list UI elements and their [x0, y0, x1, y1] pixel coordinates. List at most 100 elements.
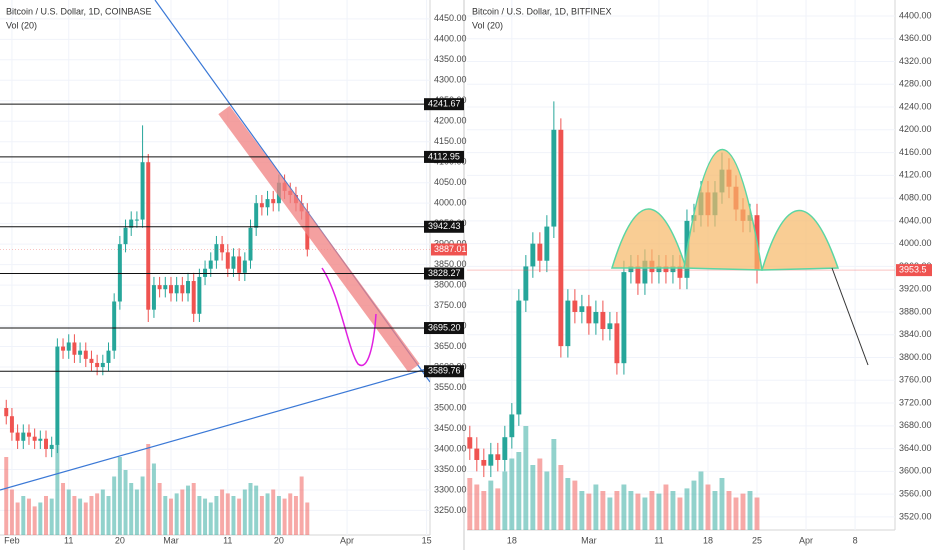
resistance-band — [218, 105, 420, 373]
volume-bar — [579, 491, 585, 530]
candle-body — [180, 285, 185, 294]
volume-bar — [530, 465, 536, 530]
candle-body — [467, 437, 473, 449]
volume-bar — [237, 498, 242, 535]
volume-bar — [15, 502, 20, 535]
y-tick-label: 4120.00 — [899, 170, 932, 180]
volume-bar — [271, 489, 276, 535]
volume-bar — [293, 496, 298, 535]
last-price-label: 3953.5 — [899, 264, 927, 274]
y-tick-label: 3880.00 — [899, 306, 932, 316]
volume-bar — [174, 493, 179, 535]
x-tick-label: 20 — [274, 535, 284, 545]
candle-body — [191, 281, 196, 314]
volume-bar — [225, 493, 230, 535]
x-tick-label: Apr — [340, 535, 354, 545]
chart-title: Bitcoin / U.S. Dollar, 1D, BITFINEX — [472, 6, 612, 16]
candle-body — [26, 432, 31, 437]
volume-bar — [299, 476, 304, 535]
volume-bar — [203, 498, 208, 535]
x-tick-label: 18 — [703, 535, 713, 545]
right-shoulder — [760, 209, 840, 271]
volume-bar — [544, 471, 550, 530]
price-tag-label: 3828.27 — [428, 268, 461, 278]
left-drawings — [0, 0, 430, 491]
volume-bar — [191, 483, 196, 535]
y-tick-label: 3550.00 — [434, 382, 467, 392]
y-tick-label: 3520.00 — [899, 511, 932, 521]
candle-body — [488, 454, 494, 466]
volume-bar — [112, 476, 117, 535]
y-tick-label: 4160.00 — [899, 147, 932, 157]
x-tick-label: 18 — [507, 535, 517, 545]
volume-bar — [146, 444, 151, 535]
candle-body — [66, 342, 71, 351]
candle-body — [600, 311, 606, 330]
head — [683, 149, 763, 271]
price-tag — [424, 322, 464, 335]
volume-bar — [481, 491, 487, 530]
candle-body — [78, 350, 83, 355]
y-tick-label: 4400.00 — [434, 34, 467, 44]
candle-body — [579, 306, 585, 312]
volume-bar — [635, 493, 641, 530]
volume-bar — [551, 439, 557, 530]
candle-body — [248, 227, 253, 261]
volume-bar — [684, 488, 690, 530]
y-tick-label: 3840.00 — [899, 329, 932, 339]
volume-bar — [523, 426, 529, 530]
y-tick-label: 3720.00 — [899, 397, 932, 407]
candle-body — [656, 266, 662, 273]
volume-bar — [129, 483, 134, 535]
candle-body — [231, 256, 236, 269]
volume-bar — [495, 488, 501, 530]
candle-body — [163, 285, 168, 290]
candle-body — [197, 276, 202, 314]
y-tick-label: 4240.00 — [899, 101, 932, 111]
volume-bar — [44, 496, 48, 535]
volume-bar — [220, 489, 225, 535]
volume-bar — [21, 496, 26, 535]
y-tick-label: 4400.00 — [899, 10, 932, 20]
candle-body — [49, 444, 54, 449]
labels: Bitcoin / U.S. Dollar, 1D, COINBASE Vol … — [4, 6, 932, 545]
candle-body — [572, 300, 578, 312]
indicator-label: Vol (20) — [472, 20, 503, 30]
volume-bar — [140, 476, 145, 535]
y-tick-label: 4050.00 — [434, 177, 467, 187]
volume-bar — [593, 484, 599, 530]
candle-body — [551, 129, 557, 227]
volume-bar — [265, 493, 270, 535]
y-tick-label: 4450.00 — [434, 13, 467, 23]
y-tick-label: 3300.00 — [434, 484, 467, 494]
x-tick-label: 11 — [223, 535, 232, 545]
candle-body — [220, 244, 225, 253]
volume-bar — [231, 496, 236, 535]
x-tick-label: 25 — [752, 535, 762, 545]
volume-bar — [276, 496, 281, 535]
price-tag — [424, 220, 464, 233]
candle-body — [607, 323, 613, 330]
volume-bar — [288, 493, 293, 535]
projection-curve — [321, 267, 377, 367]
volume-bar — [740, 493, 746, 530]
x-tick-label: Mar — [163, 535, 179, 545]
y-tick-label: 4360.00 — [899, 33, 932, 43]
candle-body — [621, 272, 627, 364]
volume-bar — [32, 506, 37, 535]
volume-bar — [123, 470, 128, 535]
candle-body — [237, 256, 242, 273]
price-tag — [424, 150, 464, 163]
volume-bar — [197, 496, 202, 535]
last-price-label: 3887.01 — [434, 244, 467, 254]
volume-bar — [614, 491, 620, 530]
y-tick-label: 3680.00 — [899, 420, 932, 430]
volume-bar — [214, 496, 219, 535]
volume-bar — [248, 483, 253, 535]
y-tick-label: 3600.00 — [899, 466, 932, 476]
candle-body — [157, 285, 162, 290]
y-tick-label: 4150.00 — [434, 136, 467, 146]
volume-bar — [537, 458, 543, 530]
volume-bar — [607, 497, 613, 530]
candle-body — [15, 432, 20, 441]
